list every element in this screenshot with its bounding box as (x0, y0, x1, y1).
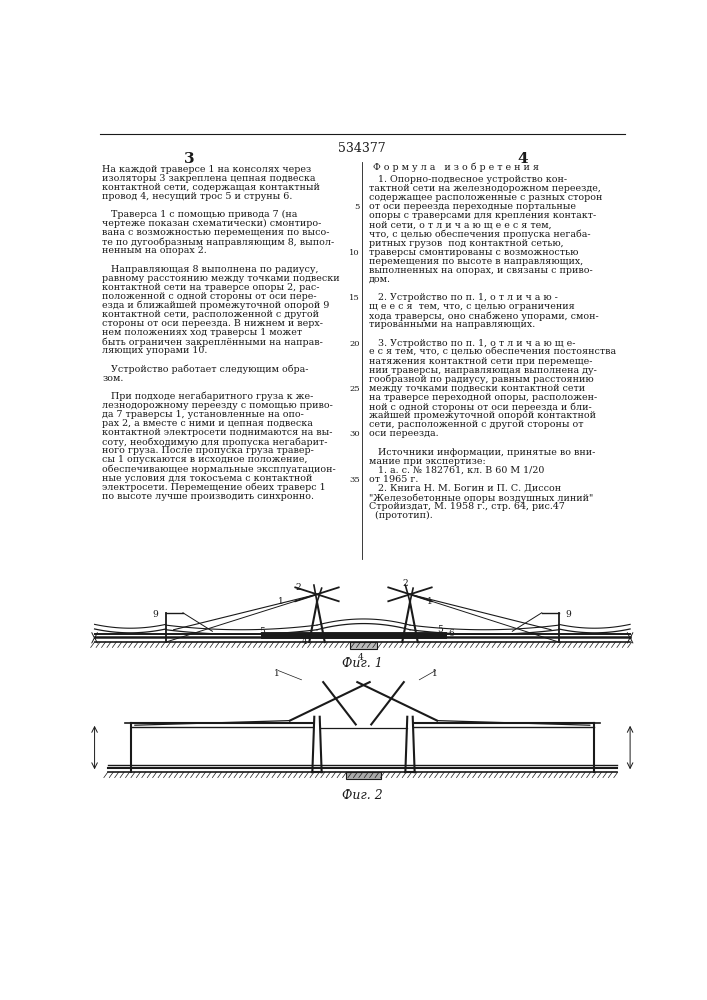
Text: 1: 1 (432, 669, 438, 678)
Text: тактной сети на железнодорожном переезде,: тактной сети на железнодорожном переезде… (369, 184, 601, 193)
Text: опоры с траверсами для крепления контакт-: опоры с траверсами для крепления контакт… (369, 211, 596, 220)
Text: контактной сети на траверсе опоры 2, рас-: контактной сети на траверсе опоры 2, рас… (103, 283, 320, 292)
Text: траверсы смонтированы с возможностью: траверсы смонтированы с возможностью (369, 248, 578, 257)
Text: При подходе негабаритного груза к же-: При подходе негабаритного груза к же- (103, 392, 314, 401)
Text: 2: 2 (402, 579, 408, 588)
Text: провод 4, несущий трос 5 и струны 6.: провод 4, несущий трос 5 и струны 6. (103, 192, 293, 201)
Text: тированными на направляющих.: тированными на направляющих. (369, 320, 535, 329)
Text: Траверса 1 с помощью привода 7 (на: Траверса 1 с помощью привода 7 (на (103, 210, 298, 219)
Text: езда и ближайшей промежуточной опорой 9: езда и ближайшей промежуточной опорой 9 (103, 301, 329, 310)
Text: перемещения по высоте в направляющих,: перемещения по высоте в направляющих, (369, 257, 583, 266)
Text: лезнодорожному переезду с помощью приво-: лезнодорожному переезду с помощью приво- (103, 401, 333, 410)
Text: 4: 4 (301, 637, 308, 646)
Text: контактной электросети поднимаются на вы-: контактной электросети поднимаются на вы… (103, 428, 333, 437)
Text: ненным на опорах 2.: ненным на опорах 2. (103, 246, 207, 255)
Text: вана с возможностью перемещения по высо-: вана с возможностью перемещения по высо- (103, 228, 330, 237)
Text: 15: 15 (349, 294, 360, 302)
Text: от 1965 г.: от 1965 г. (369, 475, 419, 484)
Text: контактной сети, расположенной с другой: контактной сети, расположенной с другой (103, 310, 320, 319)
Text: ной сети, о т л и ч а ю щ е е с я тем,: ной сети, о т л и ч а ю щ е е с я тем, (369, 221, 551, 230)
Text: 1: 1 (427, 597, 433, 606)
Text: дом.: дом. (369, 275, 391, 284)
Bar (349, 642, 378, 649)
Text: по высоте лучше производить синхронно.: по высоте лучше производить синхронно. (103, 492, 315, 501)
Text: на траверсе переходной опоры, расположен-: на траверсе переходной опоры, расположен… (369, 393, 597, 402)
Text: соту, необходимую для пропуска негабарит-: соту, необходимую для пропуска негабарит… (103, 437, 328, 447)
Text: 4: 4 (357, 653, 363, 662)
Text: 3: 3 (184, 152, 194, 166)
Text: стороны от оси переезда. В нижнем и верх-: стороны от оси переезда. В нижнем и верх… (103, 319, 323, 328)
Text: 1: 1 (279, 597, 284, 606)
Text: изоляторы 3 закреплена цепная подвеска: изоляторы 3 закреплена цепная подвеска (103, 174, 316, 183)
Text: между точками подвески контактной сети: между точками подвески контактной сети (369, 384, 585, 393)
Text: сети, расположенной с другой стороны от: сети, расположенной с другой стороны от (369, 420, 583, 429)
Text: контактной сети, содержащая контактный: контактной сети, содержащая контактный (103, 183, 320, 192)
Text: натяжения контактной сети при перемеще-: натяжения контактной сети при перемеще- (369, 357, 592, 366)
Text: Ф о р м у л а   и з о б р е т е н и я: Ф о р м у л а и з о б р е т е н и я (373, 162, 539, 172)
Text: ритных грузов  под контактной сетью,: ритных грузов под контактной сетью, (369, 239, 563, 248)
Text: 9: 9 (565, 610, 571, 619)
Text: 2. Устройство по п. 1, о т л и ч а ю -: 2. Устройство по п. 1, о т л и ч а ю - (369, 293, 558, 302)
Text: 5: 5 (437, 625, 443, 634)
Text: (прототип).: (прототип). (369, 511, 433, 520)
Text: 9: 9 (152, 610, 158, 619)
Text: ные условия для токосъема с контактной: ные условия для токосъема с контактной (103, 474, 312, 483)
Text: те по дугообразным направляющим 8, выпол-: те по дугообразным направляющим 8, выпол… (103, 237, 334, 247)
Text: 4: 4 (517, 152, 527, 166)
Text: содержащее расположенные с разных сторон: содержащее расположенные с разных сторон (369, 193, 602, 202)
Text: выполненных на опорах, и связаны с приво-: выполненных на опорах, и связаны с приво… (369, 266, 592, 275)
Text: ного груза. После пропуска груза травер-: ного груза. После пропуска груза травер- (103, 446, 314, 455)
Text: обеспечивающее нормальные эксплуатацион-: обеспечивающее нормальные эксплуатацион- (103, 464, 336, 474)
Text: ляющих упорами 10.: ляющих упорами 10. (103, 346, 208, 355)
Text: ной с одной стороны от оси переезда и бли-: ной с одной стороны от оси переезда и бл… (369, 402, 592, 412)
Text: оси переезда.: оси переезда. (369, 429, 438, 438)
Text: 10: 10 (349, 249, 360, 257)
Text: 1: 1 (274, 669, 280, 678)
Text: 35: 35 (349, 476, 360, 484)
Text: е с я тем, что, с целью обеспечения постоянства: е с я тем, что, с целью обеспечения пост… (369, 348, 616, 357)
Text: 5: 5 (259, 627, 264, 636)
Text: 3. Устройство по п. 1, о т л и ч а ю щ е-: 3. Устройство по п. 1, о т л и ч а ю щ е… (369, 339, 575, 348)
Text: положенной с одной стороны от оси пере-: положенной с одной стороны от оси пере- (103, 292, 317, 301)
Text: равному расстоянию между точками подвески: равному расстоянию между точками подвеск… (103, 274, 340, 283)
Text: сы 1 опускаются в исходное положение,: сы 1 опускаются в исходное положение, (103, 455, 308, 464)
Text: "Железобетонные опоры воздушных линий": "Железобетонные опоры воздушных линий" (369, 493, 593, 503)
Text: 25: 25 (349, 385, 360, 393)
Text: Фиг. 1: Фиг. 1 (341, 657, 382, 670)
Text: Источники информации, принятые во вни-: Источники информации, принятые во вни- (369, 448, 595, 457)
Text: зом.: зом. (103, 374, 124, 383)
Text: 534377: 534377 (338, 142, 386, 155)
Text: что, с целью обеспечения пропуска негаба-: что, с целью обеспечения пропуска негаба… (369, 230, 590, 239)
Text: 20: 20 (349, 340, 360, 348)
Text: щ е е с я  тем, что, с целью ограничения: щ е е с я тем, что, с целью ограничения (369, 302, 575, 311)
Text: Устройство работает следующим обра-: Устройство работает следующим обра- (103, 365, 309, 374)
Text: нем положениях ход траверсы 1 может: нем положениях ход траверсы 1 может (103, 328, 303, 337)
Text: нии траверсы, направляющая выполнена ду-: нии траверсы, направляющая выполнена ду- (369, 366, 597, 375)
Bar (346, 772, 380, 779)
Text: 5: 5 (354, 203, 360, 211)
Text: чертеже показан схематически) смонтиро-: чертеже показан схематически) смонтиро- (103, 219, 322, 228)
Text: электросети. Перемещение обеих траверс 1: электросети. Перемещение обеих траверс 1 (103, 483, 326, 492)
Text: 6: 6 (449, 629, 455, 638)
Text: 30: 30 (349, 430, 360, 438)
Text: хода траверсы, оно снабжено упорами, смон-: хода траверсы, оно снабжено упорами, смо… (369, 311, 599, 321)
Text: Направляющая 8 выполнена по радиусу,: Направляющая 8 выполнена по радиусу, (103, 265, 319, 274)
Text: На каждой траверсе 1 на консолях через: На каждой траверсе 1 на консолях через (103, 165, 312, 174)
Text: 1. а. с. № 182761, кл. В 60 М 1/20: 1. а. с. № 182761, кл. В 60 М 1/20 (369, 466, 544, 475)
Text: рах 2, а вместе с ними и цепная подвеска: рах 2, а вместе с ними и цепная подвеска (103, 419, 313, 428)
Text: да 7 траверсы 1, установленные на опо-: да 7 траверсы 1, установленные на опо- (103, 410, 304, 419)
Text: гообразной по радиусу, равным расстоянию: гообразной по радиусу, равным расстоянию (369, 375, 594, 384)
Text: от оси переезда переходные портальные: от оси переезда переходные портальные (369, 202, 576, 211)
Text: 1. Опорно-подвесное устройство кон-: 1. Опорно-подвесное устройство кон- (369, 175, 567, 184)
Text: мание при экспертизе:: мание при экспертизе: (369, 457, 486, 466)
Text: 2. Книга Н. М. Богин и П. С. Диссон: 2. Книга Н. М. Богин и П. С. Диссон (369, 484, 561, 493)
Text: Стройиздат, М. 1958 г., стр. 64, рис.47: Стройиздат, М. 1958 г., стр. 64, рис.47 (369, 502, 565, 511)
Text: жайшей промежуточной опорой контактной: жайшей промежуточной опорой контактной (369, 411, 596, 420)
Text: быть ограничен закреплёнными на направ-: быть ограничен закреплёнными на направ- (103, 337, 323, 347)
Text: 2: 2 (296, 583, 301, 592)
Text: Фиг. 2: Фиг. 2 (341, 789, 382, 802)
